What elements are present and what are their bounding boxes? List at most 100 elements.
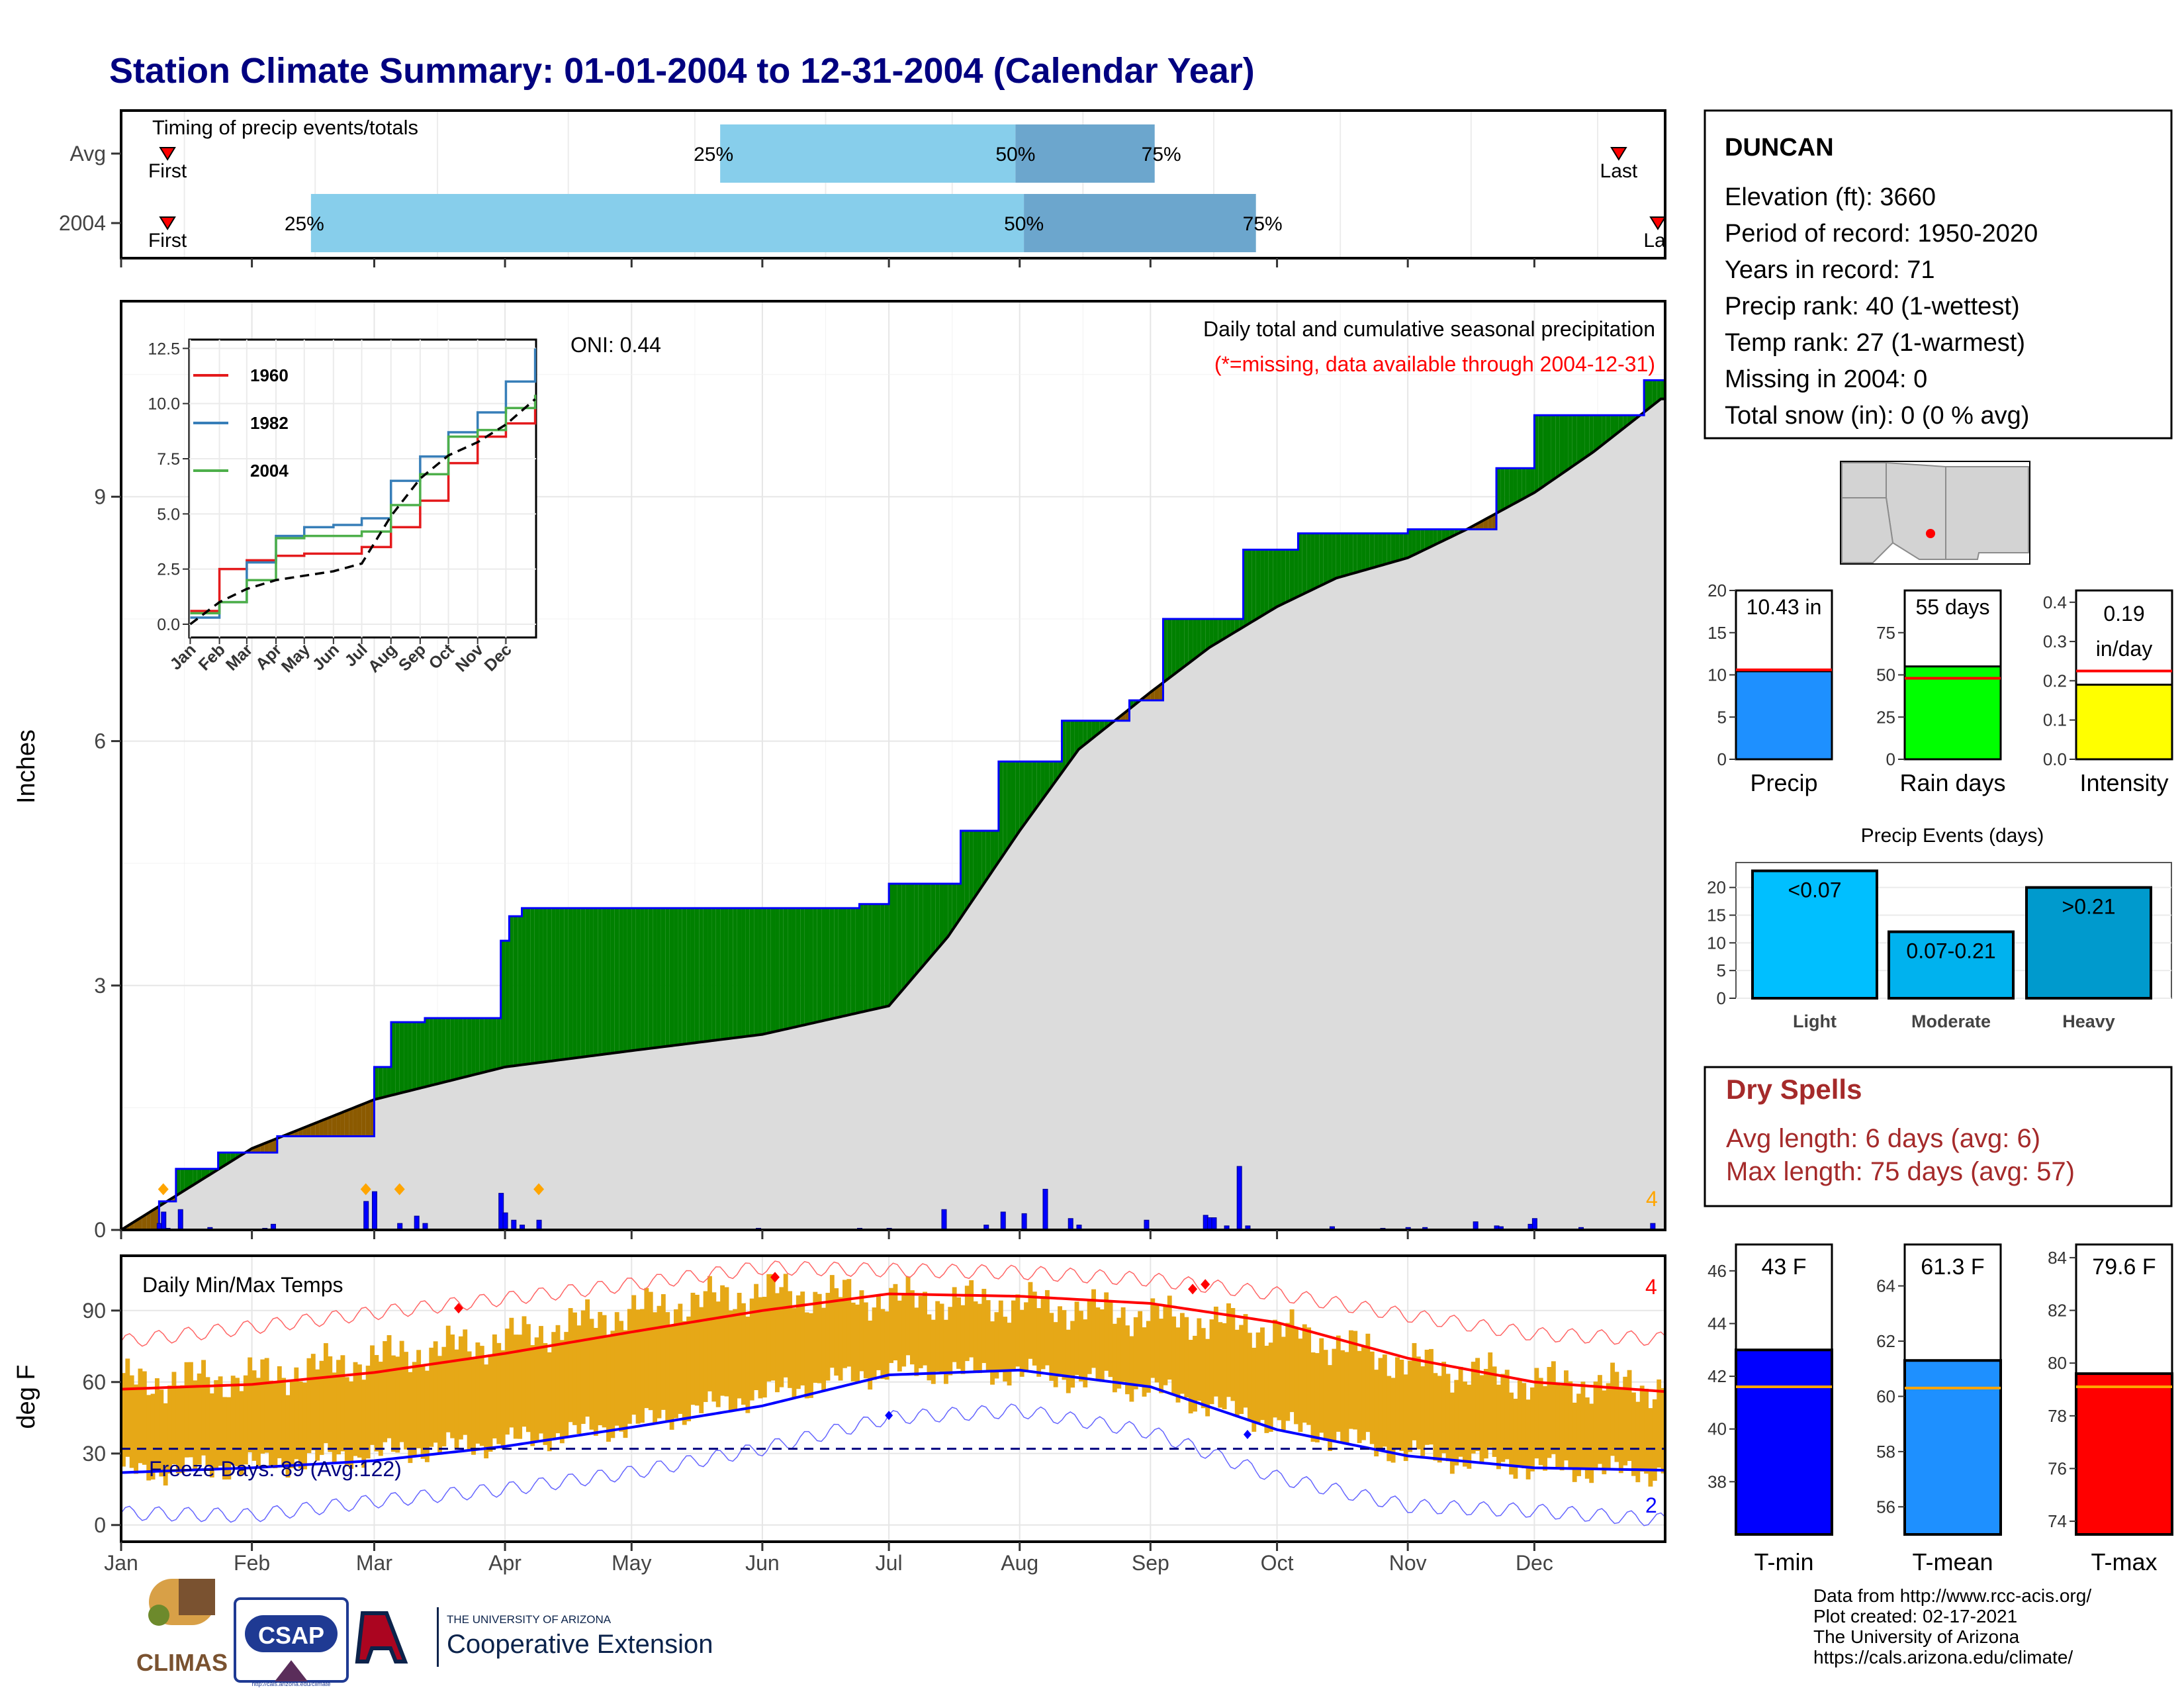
surplus-segment (1424, 529, 1430, 550)
precip-ytick-label: 6 (94, 729, 106, 753)
record-diamond (360, 1183, 371, 1196)
surplus-segment (1184, 618, 1189, 667)
surplus-segment (1188, 618, 1193, 664)
freeze-days-label: Freeze Days: 89 (Avg:122) (149, 1457, 402, 1481)
event-bar-value: >0.21 (2062, 895, 2116, 919)
surplus-segment (576, 908, 581, 1058)
daily-temp-bar (1395, 1357, 1400, 1450)
daily-temp-bar (319, 1360, 324, 1455)
surplus-segment (222, 1152, 227, 1167)
daily-temp-bar (901, 1293, 907, 1367)
daily-temp-bar (1576, 1393, 1582, 1476)
surplus-segment (1576, 415, 1581, 464)
daily-temp-bar (1087, 1299, 1092, 1374)
daily-temp-bar (981, 1288, 987, 1364)
daily-temp-bar (323, 1343, 328, 1444)
daily-temp-bar (593, 1328, 598, 1436)
temp-bar-tick-label: 58 (1876, 1442, 1895, 1462)
surplus-segment (644, 908, 649, 1049)
inset-ytick-label: 7.5 (157, 450, 180, 469)
daily-temp-bar (306, 1358, 312, 1454)
daily-temp-bar (222, 1397, 227, 1480)
surplus-segment (539, 908, 543, 1063)
surplus-segment (383, 1066, 387, 1098)
daily-temp-bar (775, 1293, 780, 1393)
surplus-segment (766, 908, 771, 1034)
daily-temp-bar (964, 1286, 970, 1362)
daily-temp-bar (1463, 1382, 1467, 1467)
surplus-segment (657, 908, 661, 1048)
daily-temp-bar (813, 1291, 818, 1383)
daily-temp-bar (484, 1364, 489, 1459)
surplus-segment (471, 1018, 476, 1076)
daily-temp-bar (733, 1309, 738, 1410)
daily-temp-bar (441, 1346, 447, 1447)
surplus-segment (1078, 720, 1083, 749)
surplus-segment (1500, 468, 1505, 511)
deficit-segment (319, 1119, 324, 1137)
surplus-segment (981, 830, 986, 887)
timing-p50-label: 50% (995, 144, 1035, 165)
daily-temp-bar (715, 1301, 721, 1407)
event-bar-label: Heavy (2062, 1011, 2115, 1031)
surplus-segment (454, 1018, 459, 1080)
footer-line: Plot created: 02-17-2021 (1813, 1606, 2017, 1626)
daily-temp-bar (260, 1359, 265, 1454)
surplus-segment (1387, 533, 1391, 564)
daily-temp-bar (686, 1316, 692, 1422)
daily-temp-bar (310, 1354, 316, 1450)
surplus-segment (872, 904, 877, 1010)
surplus-segment (825, 908, 830, 1021)
daily-temp-bar (923, 1291, 927, 1366)
surplus-segment (770, 908, 776, 1033)
daily-temp-bar (399, 1340, 404, 1442)
timing-p25-label: 25% (694, 144, 733, 165)
surplus-segment (631, 908, 636, 1051)
daily-temp-bar (623, 1330, 628, 1438)
temp-bar-label: T-mean (1912, 1548, 1993, 1575)
event-bar-light (1751, 869, 1878, 1000)
daily-temp-bar (640, 1309, 645, 1423)
daily-temp-bar (1378, 1358, 1383, 1449)
daily-temp-bar (1285, 1323, 1291, 1421)
daily-temp-bar (914, 1307, 919, 1376)
surplus-segment (901, 883, 906, 992)
daily-temp-bar (669, 1325, 674, 1430)
daily-temp-bar (1003, 1317, 1008, 1382)
surplus-segment (1395, 533, 1400, 562)
daily-temp-bar (589, 1319, 594, 1430)
daily-temp-bar (859, 1290, 864, 1372)
surplus-segment (998, 761, 1003, 863)
surplus-segment (424, 1018, 430, 1088)
record-max-diamond (1188, 1284, 1198, 1295)
daily-temp-bar (370, 1345, 375, 1445)
summary-tick-label: 15 (1707, 623, 1727, 643)
surplus-segment (505, 941, 510, 1067)
daily-temp-bar (568, 1308, 573, 1423)
record-max-line (120, 1260, 1666, 1347)
daily-temp-bar (665, 1312, 670, 1422)
surplus-segment (1336, 533, 1341, 579)
daily-temp-bar (809, 1313, 813, 1398)
inset-chart: 0.02.55.07.510.012.5JanFebMarAprMayJunJu… (148, 338, 537, 677)
daily-temp-bar (1226, 1303, 1231, 1397)
daily-temp-bar (1492, 1366, 1497, 1457)
daily-precip-bar (1211, 1217, 1217, 1231)
daily-temp-bar (416, 1350, 422, 1448)
surplus-segment (923, 883, 927, 966)
surplus-segment (433, 1018, 438, 1085)
surplus-segment (555, 908, 560, 1061)
daily-temp-bar (1475, 1358, 1480, 1452)
inset-legend-label: 1982 (250, 413, 289, 433)
inset-series-1982 (190, 348, 537, 619)
daily-temp-bar (1412, 1342, 1417, 1440)
surplus-segment (1568, 415, 1572, 470)
daily-precip-bar (363, 1201, 369, 1231)
daily-precip-bar (1000, 1211, 1006, 1231)
summary-bar-precip (1735, 670, 1833, 761)
temp-ytick-label: 60 (82, 1370, 106, 1394)
daily-temp-bar (509, 1317, 514, 1428)
surplus-segment (1218, 618, 1222, 643)
daily-temp-bar (395, 1356, 400, 1453)
surplus-segment (399, 1022, 404, 1094)
